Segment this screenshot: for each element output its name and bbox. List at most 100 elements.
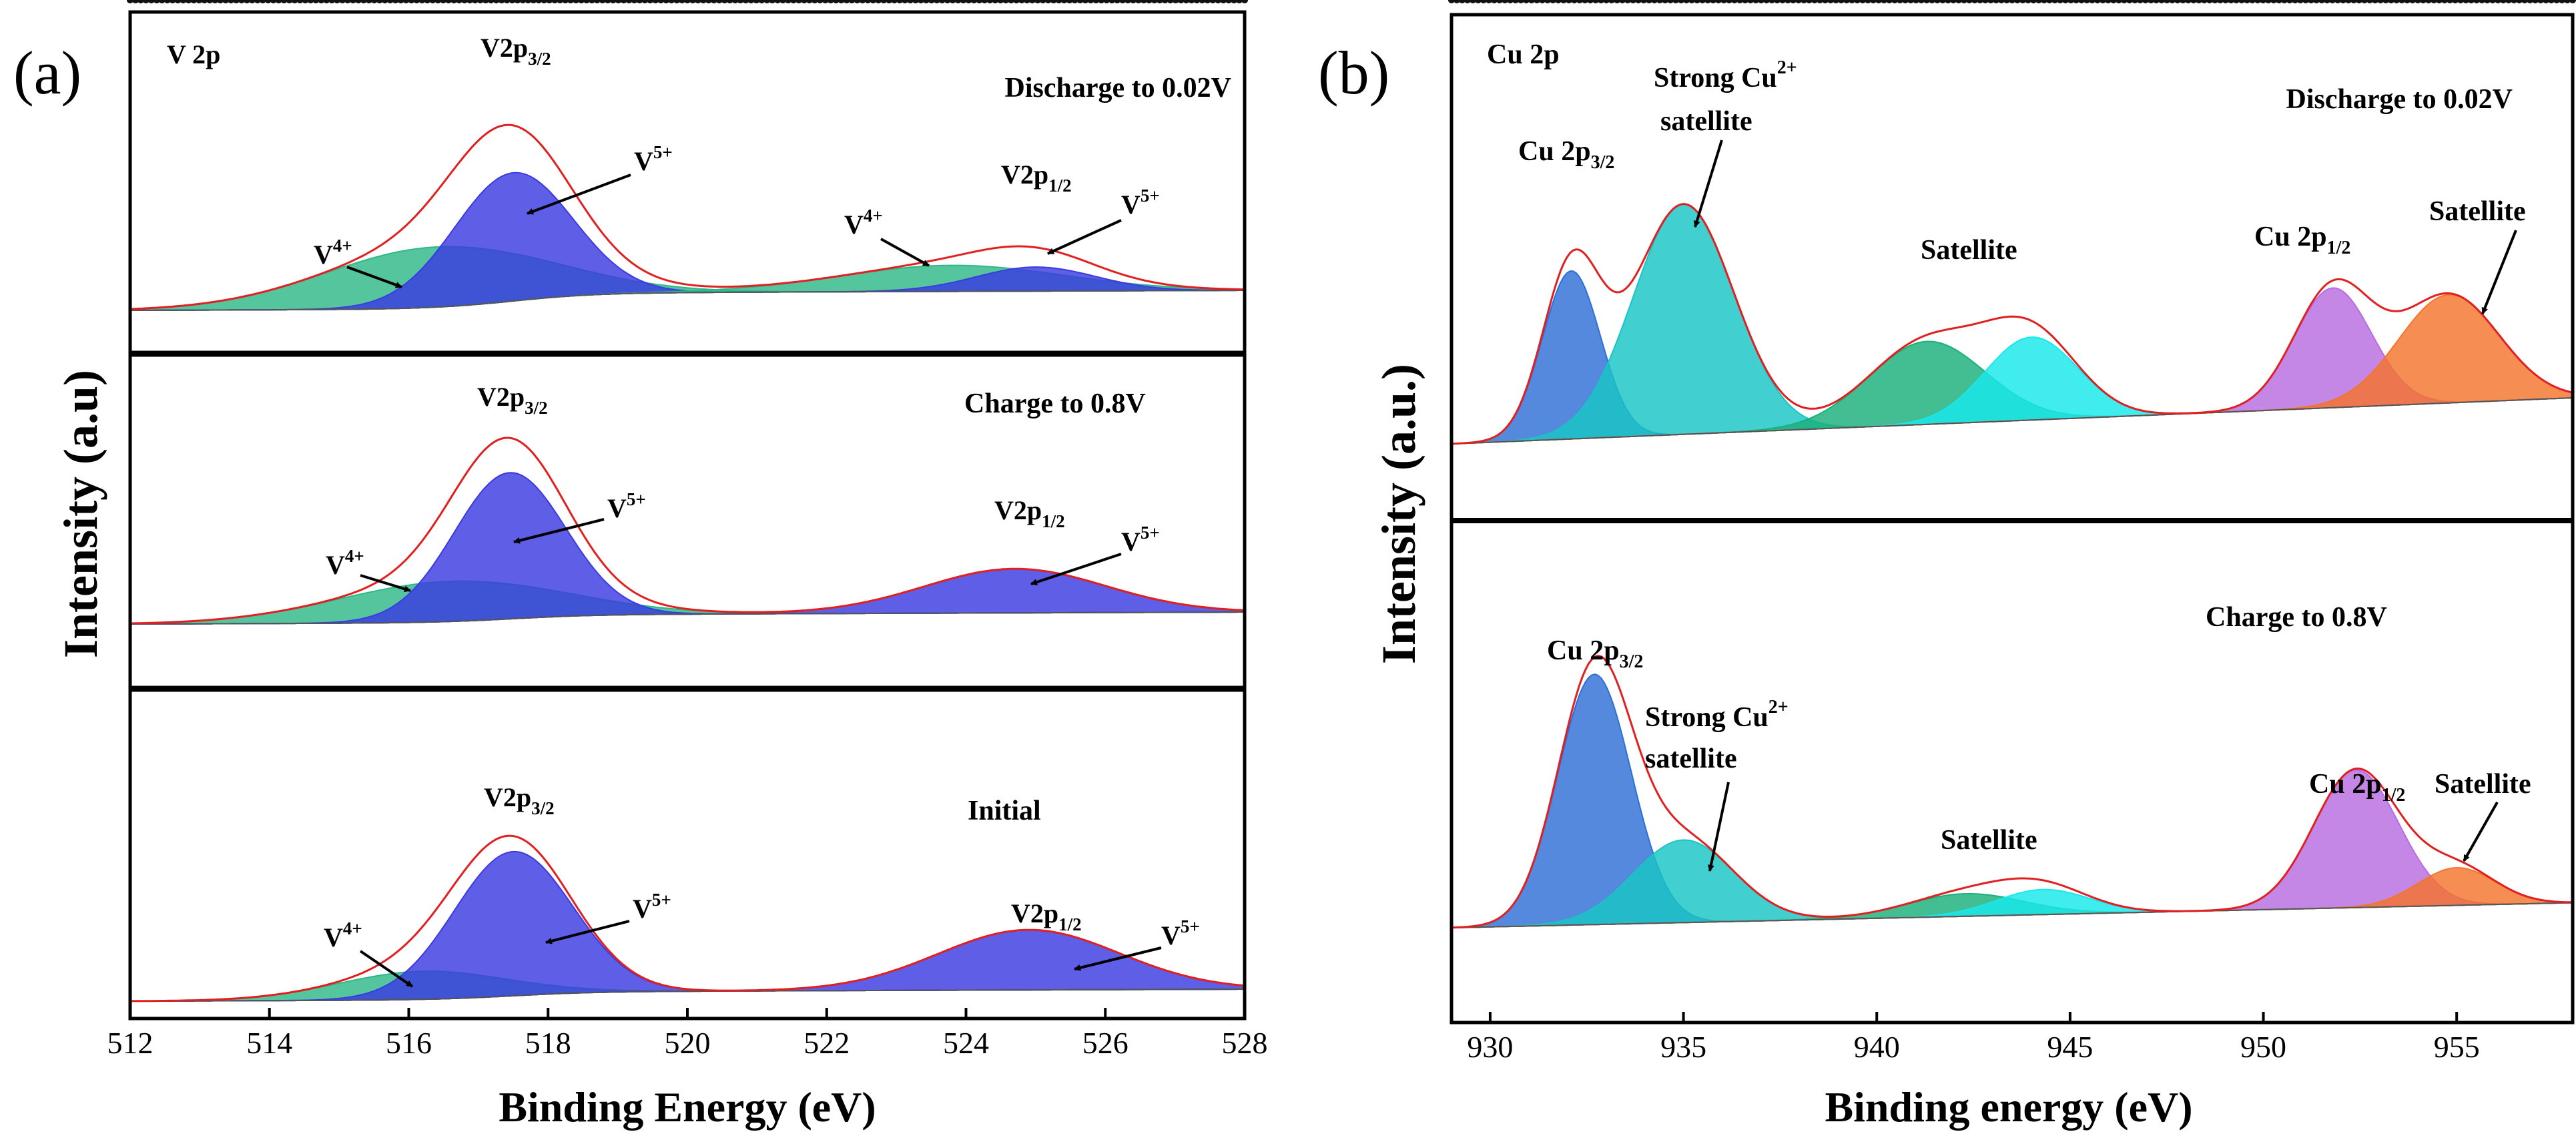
data-point [1747,0,1754,3]
data-point [1082,0,1089,3]
data-point [1512,0,1519,3]
data-point [1183,0,1190,3]
data-point [1018,0,1025,3]
data-point [2521,0,2528,3]
data-point [2420,0,2427,3]
data-point [2452,0,2459,3]
data-point [238,0,245,3]
data-point [1913,0,1919,3]
data-point [1662,0,1668,3]
data-point [1854,0,1861,3]
data-point [541,0,548,3]
data-point [1491,0,1498,3]
data-point [1518,0,1524,3]
data-point [2083,0,2090,3]
data-point [2292,0,2298,3]
data-point [2062,0,2069,3]
data-point [1656,0,1663,3]
data-point [747,0,755,3]
data-point [2046,0,2053,3]
panel-a-xlabel: Binding Energy (eV) [499,1083,876,1131]
data-point [2126,0,2133,3]
data-point [663,0,670,3]
data-point [1539,0,1546,3]
data-point [710,0,717,3]
data-point [822,0,829,3]
data-point [2543,0,2549,3]
data-point [2254,0,2261,3]
data-point [806,0,813,3]
pb-top-cu32: Cu 2p3/2 [1518,136,1614,173]
data-point [1448,0,1455,3]
pb-bot-sat-mid: Satellite [1941,825,2037,856]
fit-envelope-a2 [130,834,1245,1002]
data-point [2270,0,2277,3]
data-point [1209,0,1217,3]
data-point [1907,0,1914,3]
data-point [1939,0,1946,3]
data-point [2318,0,2325,3]
data-point [1704,0,1711,3]
data-point [907,0,914,3]
data-point [912,0,919,3]
data-point [2105,0,2112,3]
data-point [2196,0,2202,3]
data-point [753,0,760,3]
x-tick-label: 516 [386,1026,432,1060]
data-point [2308,0,2314,3]
data-point [1188,0,1195,3]
pa-mid-v5-a-arrow [513,518,605,544]
data-point [546,0,553,3]
data-point [1891,0,1898,3]
data-point [1236,0,1243,3]
data-point [1013,0,1020,3]
data-point [2468,0,2475,3]
x-tick-label: 524 [943,1026,989,1060]
data-point [679,0,685,3]
data-point [2169,0,2176,3]
data-point [482,0,489,3]
data-point [286,0,293,3]
data-point [456,0,462,3]
data-point [2158,0,2165,3]
data-point [2030,0,2037,3]
data-point [2019,0,2026,3]
data-point [2153,0,2160,3]
data-point [1528,0,1535,3]
data-point [652,0,659,3]
data-point [1982,0,1989,3]
data-point [2388,0,2394,3]
panel-b-xlabel: Binding energy (eV) [1825,1083,2192,1131]
data-point [694,0,701,3]
data-point [1918,0,1925,3]
data-point [1881,0,1887,3]
data-point [2495,0,2501,3]
data-point [2479,0,2485,3]
data-point [323,0,330,3]
pb-bot-strong: Strong Cu2+ [1645,697,1789,733]
data-point [620,0,627,3]
panel-b: (b) 930 935 940 945 950 955 Binding energy (e… [1318,0,2576,1131]
data-point [2249,0,2256,3]
data-point [970,0,978,3]
data-point [2569,0,2576,3]
data-point [1865,0,1871,3]
data-point [434,0,442,3]
data-point [1779,0,1786,3]
pa-bot-v5-a: V5+ [633,890,671,924]
data-point [1008,0,1015,3]
data-point [2334,0,2341,3]
data-point [928,0,935,3]
pa-mid-condition: Charge to 0.8V [964,388,1146,419]
data-point [408,0,415,3]
panel-b-subplot-charge [1448,0,2576,929]
data-point [164,0,171,3]
data-point [1071,0,1078,3]
data-point [1993,0,1999,3]
data-point [196,0,203,3]
data-point [763,0,771,3]
data-point [1204,0,1211,3]
data-point [1699,0,1706,3]
data-point [1886,0,1893,3]
data-point [1151,0,1158,3]
